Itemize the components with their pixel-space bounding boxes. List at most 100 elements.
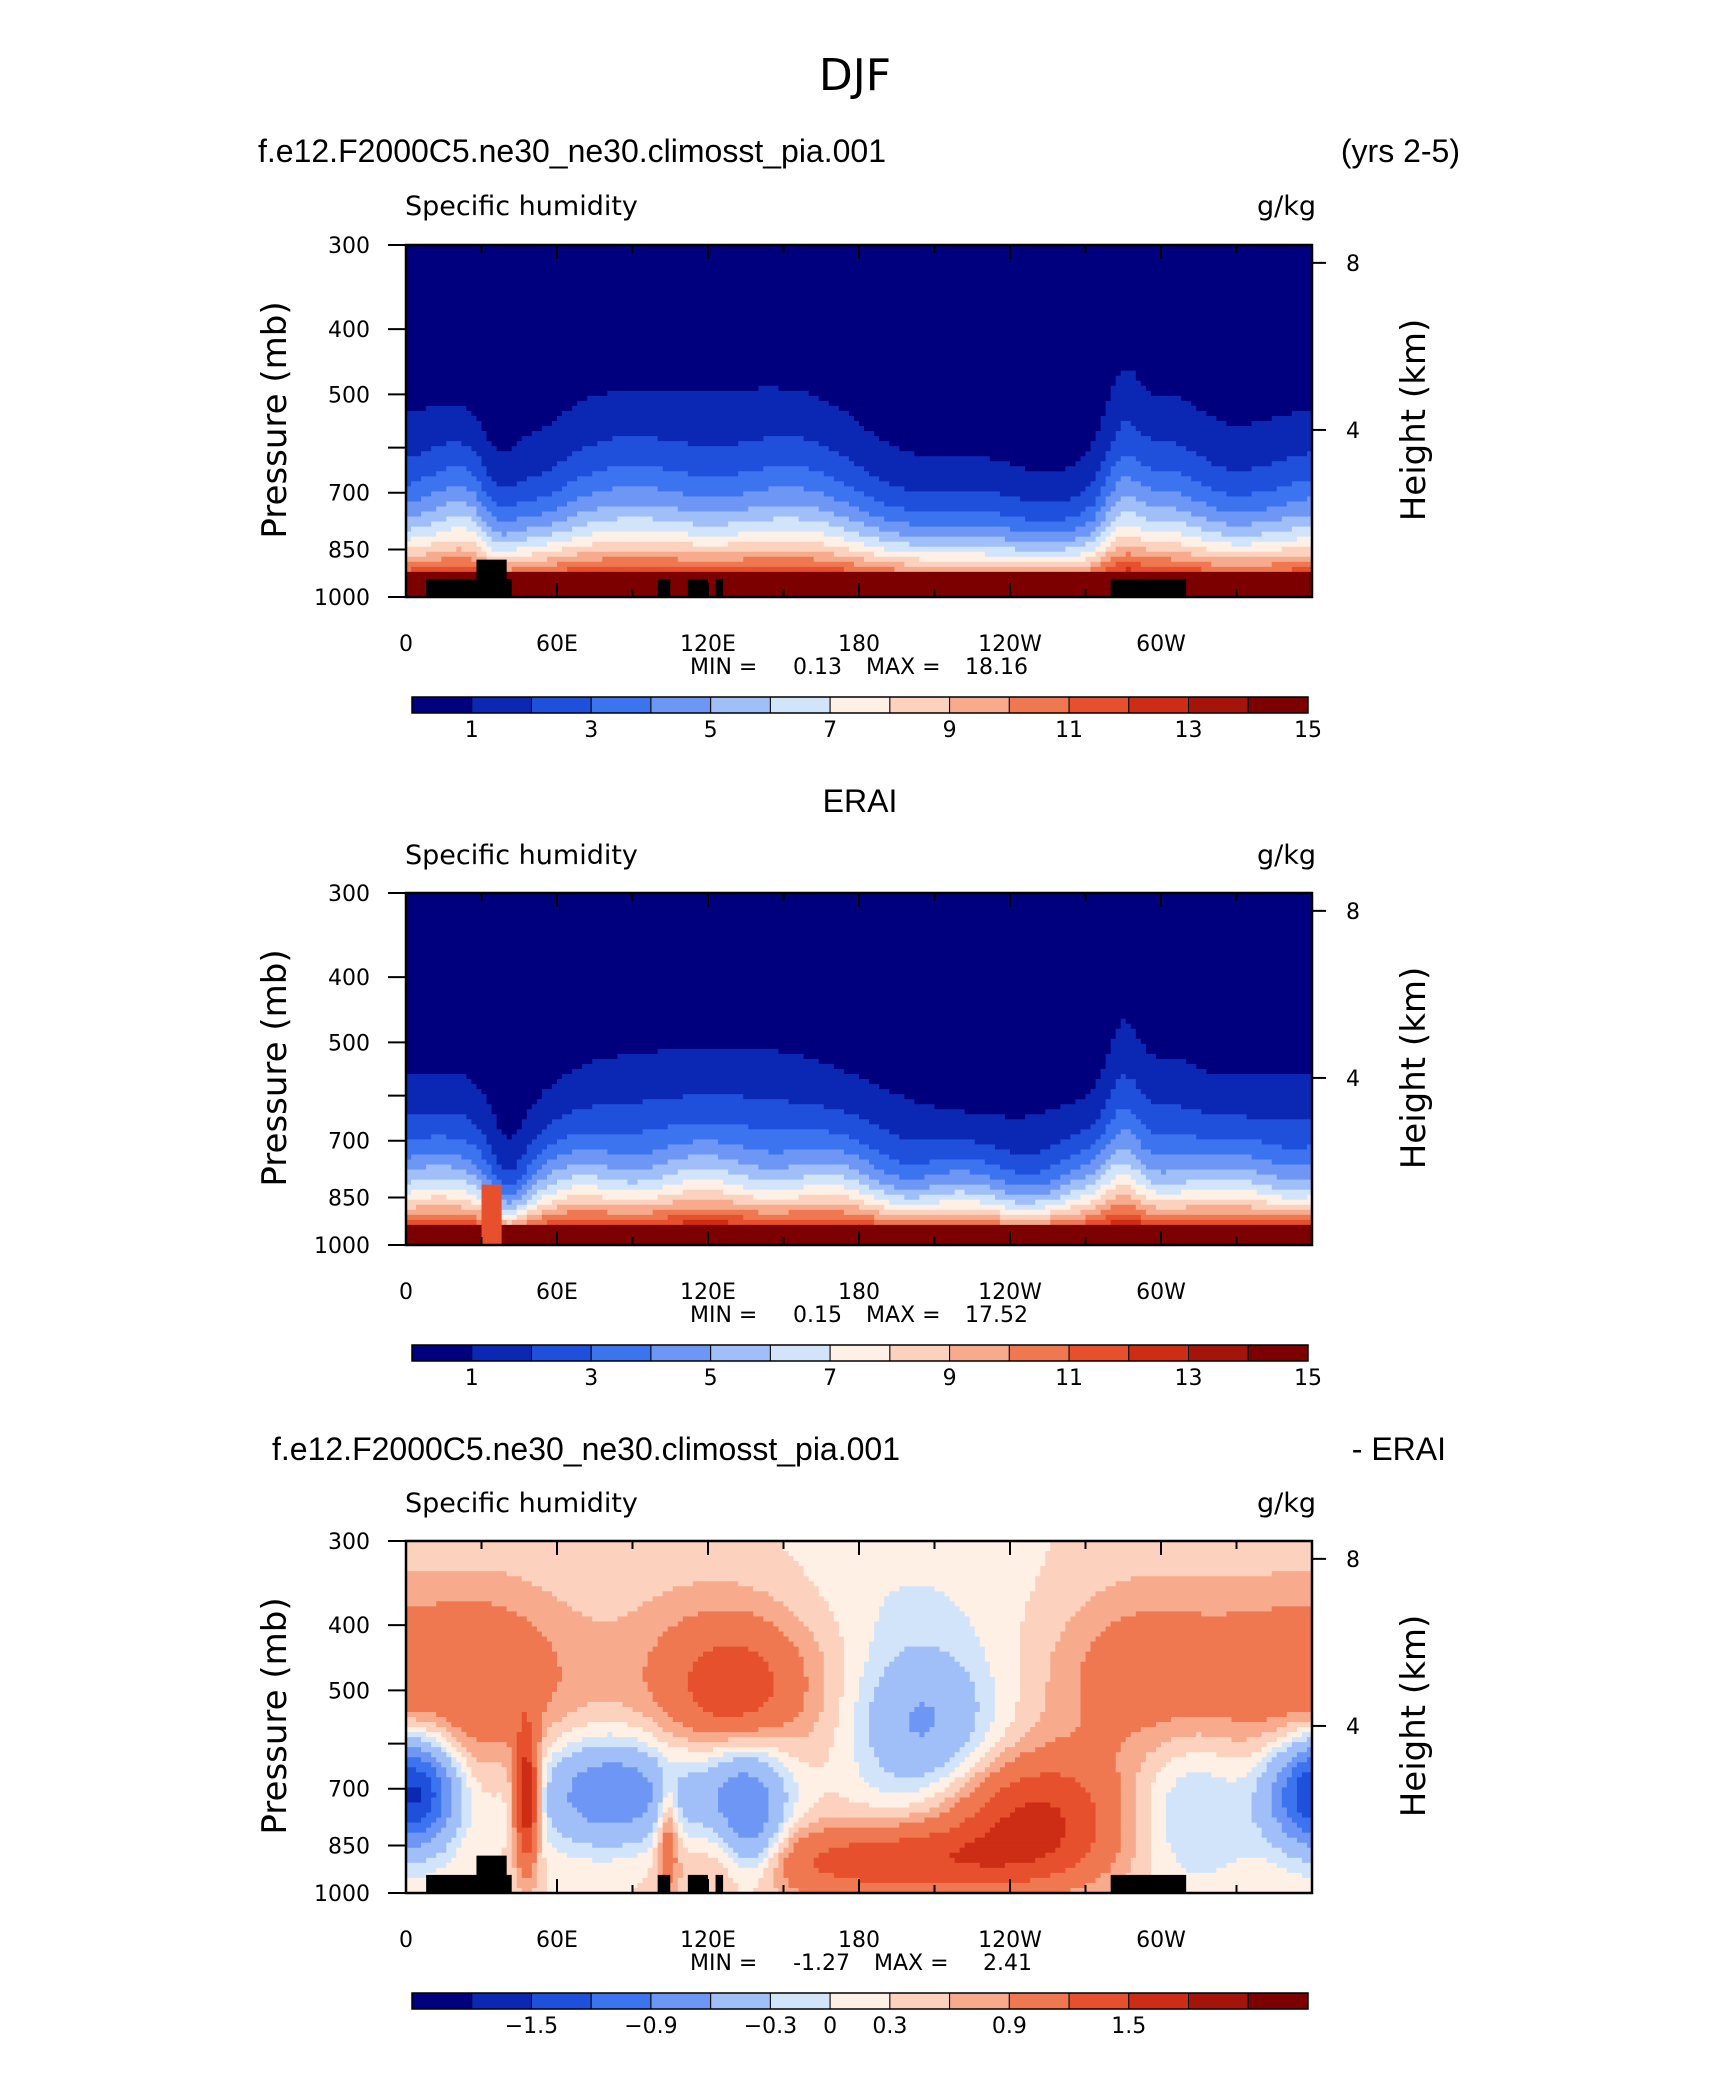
- field-cell: [511, 1802, 518, 1809]
- field-cell: [1281, 1144, 1308, 1151]
- field-cell: [516, 1807, 523, 1814]
- field-cell: [1171, 1717, 1233, 1723]
- field-cell: [511, 1812, 518, 1819]
- field-cell: [979, 1199, 1016, 1206]
- field-cell: [1286, 1722, 1312, 1728]
- field-cell: [1176, 506, 1217, 513]
- field-cell: [406, 355, 1312, 362]
- field-cell: [904, 486, 1087, 492]
- units-label: g/kg: [1257, 191, 1316, 222]
- field-cell: [838, 1717, 855, 1723]
- field-cell: [1226, 1777, 1238, 1783]
- field-cell: [1105, 1053, 1157, 1060]
- field-cell: [1140, 1199, 1268, 1206]
- field-cell: [859, 1204, 885, 1211]
- field-cell: [1145, 1164, 1312, 1171]
- field-cell: [536, 1817, 543, 1824]
- field-cell: [1150, 1807, 1167, 1814]
- field-cell: [551, 1767, 588, 1773]
- field-cell: [798, 1817, 820, 1824]
- field-cell: [1135, 1084, 1312, 1090]
- field-cell: [853, 561, 905, 568]
- field-cell: [994, 1676, 1021, 1683]
- field-cell: [859, 1114, 1006, 1120]
- field-cell: [546, 556, 603, 563]
- field-cell: [808, 1832, 931, 1839]
- field-cell: [541, 1722, 553, 1728]
- field-cell: [1004, 536, 1077, 543]
- field-cell: [511, 1842, 518, 1849]
- field-cell: [934, 1104, 1061, 1110]
- field-cell: [874, 431, 1097, 437]
- field-cell: [551, 521, 588, 528]
- field-cell: [1030, 1877, 1097, 1884]
- field-cell: [1145, 385, 1312, 392]
- field-cell: [1145, 1043, 1312, 1050]
- field-cell: [406, 1706, 548, 1713]
- colorbar-box: [650, 1344, 712, 1362]
- field-cell: [828, 1847, 961, 1854]
- field-cell: [406, 1651, 558, 1658]
- field-cell: [406, 983, 1312, 990]
- field-cell: [572, 405, 840, 412]
- field-cell: [531, 1787, 538, 1794]
- field-cell: [1015, 1717, 1041, 1723]
- colorbar-box: [1068, 1344, 1130, 1362]
- field-cell: [592, 1104, 825, 1110]
- field-cell: [788, 1606, 830, 1612]
- field-cell: [808, 466, 865, 472]
- field-cell: [406, 943, 1312, 949]
- field-cell: [441, 1802, 452, 1809]
- field-cell: [1060, 1184, 1087, 1191]
- field-cell: [904, 1646, 941, 1653]
- field-cell: [406, 471, 437, 477]
- field-cell: [718, 1154, 860, 1161]
- y-tick-label: 300: [328, 1530, 370, 1555]
- field-cell: [667, 1792, 674, 1799]
- field-cell: [667, 1159, 739, 1166]
- field-cell: [536, 496, 578, 503]
- field-cell: [869, 1174, 900, 1181]
- field-cell: [859, 1877, 1031, 1884]
- field-cell: [1246, 1114, 1312, 1120]
- field-cell: [1045, 1696, 1082, 1703]
- field-cell: [984, 1777, 1021, 1783]
- field-cell: [466, 1777, 478, 1783]
- field-cell: [406, 571, 1312, 578]
- field-cell: [546, 1882, 639, 1889]
- field-cell: [436, 1722, 452, 1728]
- field-cell: [1161, 1767, 1253, 1773]
- field-cell: [1135, 1777, 1157, 1783]
- field-cell: [546, 1636, 659, 1643]
- field-cell: [974, 1837, 1061, 1844]
- field-cell: [758, 1777, 785, 1783]
- field-cell: [536, 1782, 543, 1788]
- field-cell: [516, 1767, 523, 1773]
- field-cell: [889, 1154, 1071, 1161]
- field-cell: [672, 1802, 679, 1809]
- field-cell: [964, 1782, 981, 1788]
- field-cell: [541, 426, 865, 432]
- field-cell: [1276, 1817, 1293, 1824]
- field-cell: [713, 1747, 780, 1753]
- field-cell: [1085, 506, 1102, 513]
- field-cell: [562, 1757, 659, 1763]
- field-cell: [869, 1646, 905, 1653]
- field-cell: [1266, 1762, 1288, 1768]
- field-cell: [516, 1214, 528, 1221]
- field-cell: [1065, 1827, 1097, 1834]
- field-cell: [1196, 1732, 1202, 1738]
- field-cell: [1181, 395, 1312, 402]
- field-cell: [999, 1817, 1066, 1824]
- field-cell: [1306, 1194, 1312, 1201]
- field-cell: [677, 1827, 684, 1834]
- field-cell: [833, 476, 880, 482]
- field-cell: [728, 1169, 860, 1176]
- field-cell: [536, 1099, 644, 1105]
- field-cell: [436, 1832, 457, 1839]
- field-cell: [406, 1134, 432, 1140]
- field-cell: [672, 1827, 679, 1834]
- field-cell: [1145, 1209, 1312, 1216]
- field-cell: [743, 1094, 905, 1100]
- field-cell: [1155, 1772, 1187, 1778]
